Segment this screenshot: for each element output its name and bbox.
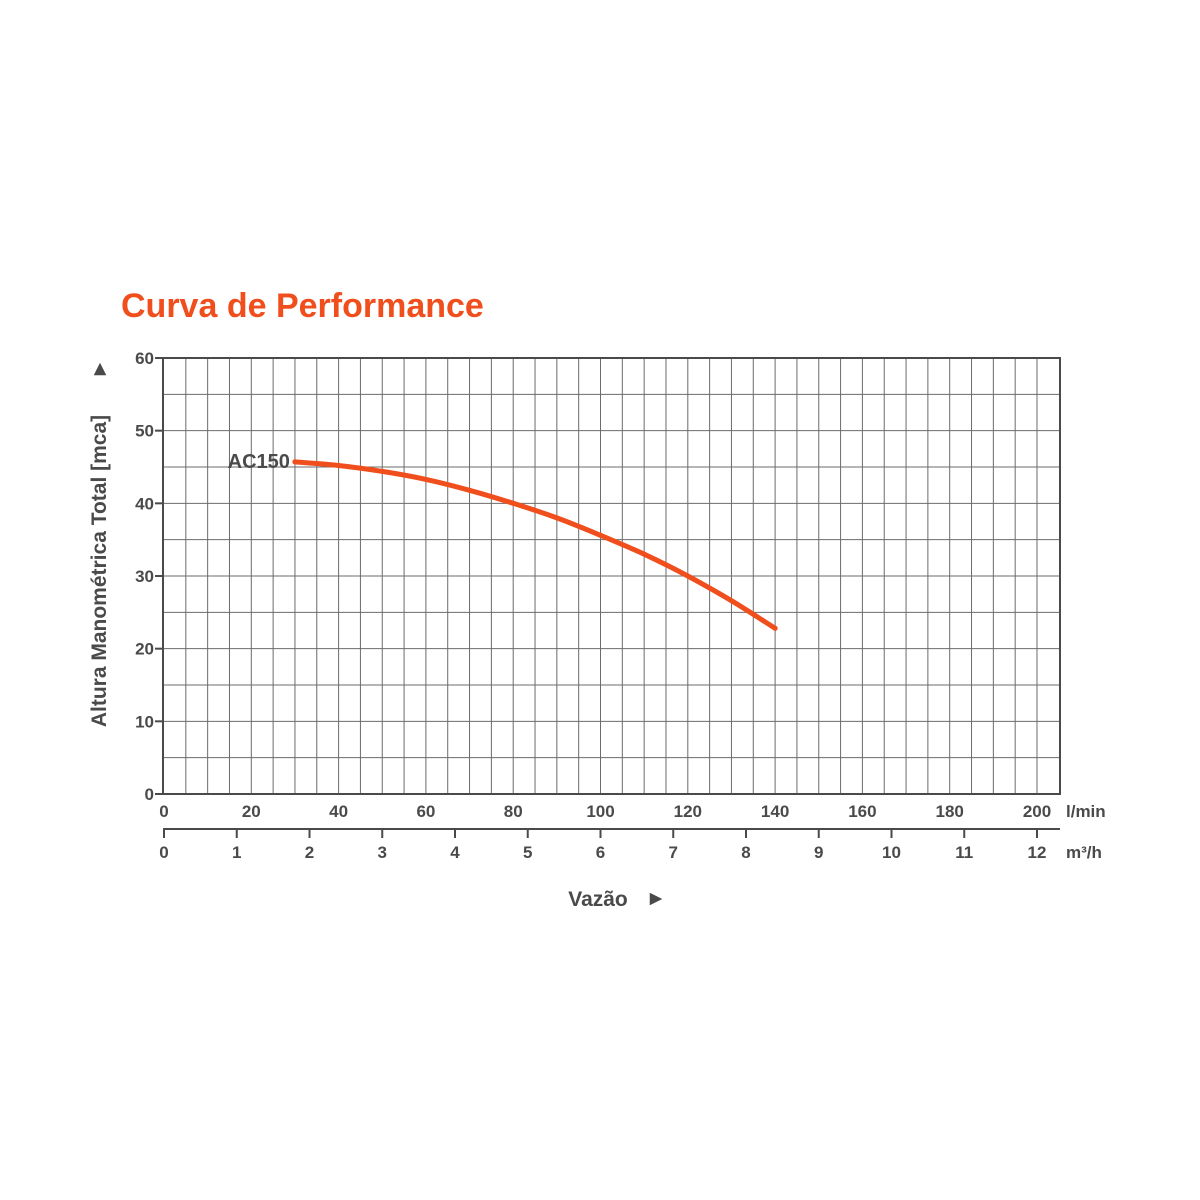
- y-axis-arrow-icon: ►: [88, 359, 111, 380]
- series-point-ac150: [772, 625, 778, 631]
- y-axis-ticks: 0 10 20 30 40 50 60: [135, 349, 163, 804]
- chart-grid: [163, 358, 1060, 794]
- series-label-ac150: AC150: [228, 451, 290, 473]
- x-tick-label-lmin: 60: [416, 802, 435, 821]
- x-axis-ticks-lmin: 0 20 40 60 80 100 120 140 160 180 200: [159, 802, 1051, 821]
- x-tick-label-lmin: 100: [586, 802, 614, 821]
- x-tick-label-m3h: 5: [523, 843, 532, 862]
- x-tick-label-m3h: 12: [1028, 843, 1047, 862]
- y-tick-label: 40: [135, 494, 154, 513]
- x-axis-label: Vazão: [568, 888, 628, 911]
- x-tick-label-m3h: 1: [232, 843, 241, 862]
- x-tick-label-m3h: 8: [741, 843, 750, 862]
- x-tick-label-lmin: 180: [936, 802, 964, 821]
- x-tick-label-m3h: 7: [669, 843, 678, 862]
- series-point-ac150: [336, 463, 342, 469]
- y-tick-label: 0: [145, 785, 154, 804]
- x-tick-label-m3h: 2: [305, 843, 314, 862]
- x-tick-label-lmin: 120: [674, 802, 702, 821]
- x-tick-label-lmin: 20: [242, 802, 261, 821]
- x-tick-label-m3h: 0: [159, 843, 168, 862]
- y-tick-label: 60: [135, 349, 154, 368]
- series-point-ac150: [554, 515, 560, 521]
- series-point-ac150: [641, 551, 647, 557]
- series-line-ac150: [292, 459, 778, 631]
- x-tick-label-m3h: 6: [596, 843, 605, 862]
- y-axis-label: Altura Manométrica Total [mca]: [88, 415, 111, 727]
- x-axis-ticks-m3h: 0 1 2 3 4 5 6 7 8 9 10 11 12: [159, 829, 1046, 862]
- x-unit-lmin: l/min: [1066, 802, 1106, 821]
- x-tick-label-m3h: 4: [450, 843, 460, 862]
- series-point-ac150: [728, 598, 734, 604]
- x-tick-label-m3h: 9: [814, 843, 823, 862]
- x-tick-label-lmin: 140: [761, 802, 789, 821]
- series-point-ac150: [467, 487, 473, 493]
- series-point-ac150: [423, 476, 429, 482]
- series-point-ac150: [292, 459, 298, 465]
- x-tick-label-lmin: 0: [159, 802, 168, 821]
- x-tick-label-m3h: 3: [378, 843, 387, 862]
- x-tick-label-lmin: 160: [848, 802, 876, 821]
- y-tick-label: 30: [135, 567, 154, 586]
- y-tick-label: 10: [135, 712, 154, 731]
- series-points: [292, 459, 778, 631]
- x-tick-label-m3h: 10: [882, 843, 901, 862]
- x-tick-label-lmin: 80: [504, 802, 523, 821]
- x-axis-title: Vazão ►: [568, 887, 666, 911]
- chart-title: Curva de Performance: [121, 287, 484, 325]
- series-point-ac150: [379, 468, 385, 474]
- x-unit-m3h: m³/h: [1066, 843, 1102, 862]
- x-tick-label-lmin: 200: [1023, 802, 1051, 821]
- x-axis-arrow-icon: ►: [646, 887, 667, 910]
- x-tick-label-m3h: 11: [955, 843, 973, 862]
- series-point-ac150: [510, 500, 516, 506]
- y-tick-label: 50: [135, 422, 154, 441]
- series-point-ac150: [598, 532, 603, 538]
- series-point-ac150: [685, 573, 691, 579]
- y-axis-title: Altura Manométrica Total [mca] ►: [88, 359, 111, 728]
- x-tick-label-lmin: 40: [329, 802, 348, 821]
- y-tick-label: 20: [135, 640, 154, 659]
